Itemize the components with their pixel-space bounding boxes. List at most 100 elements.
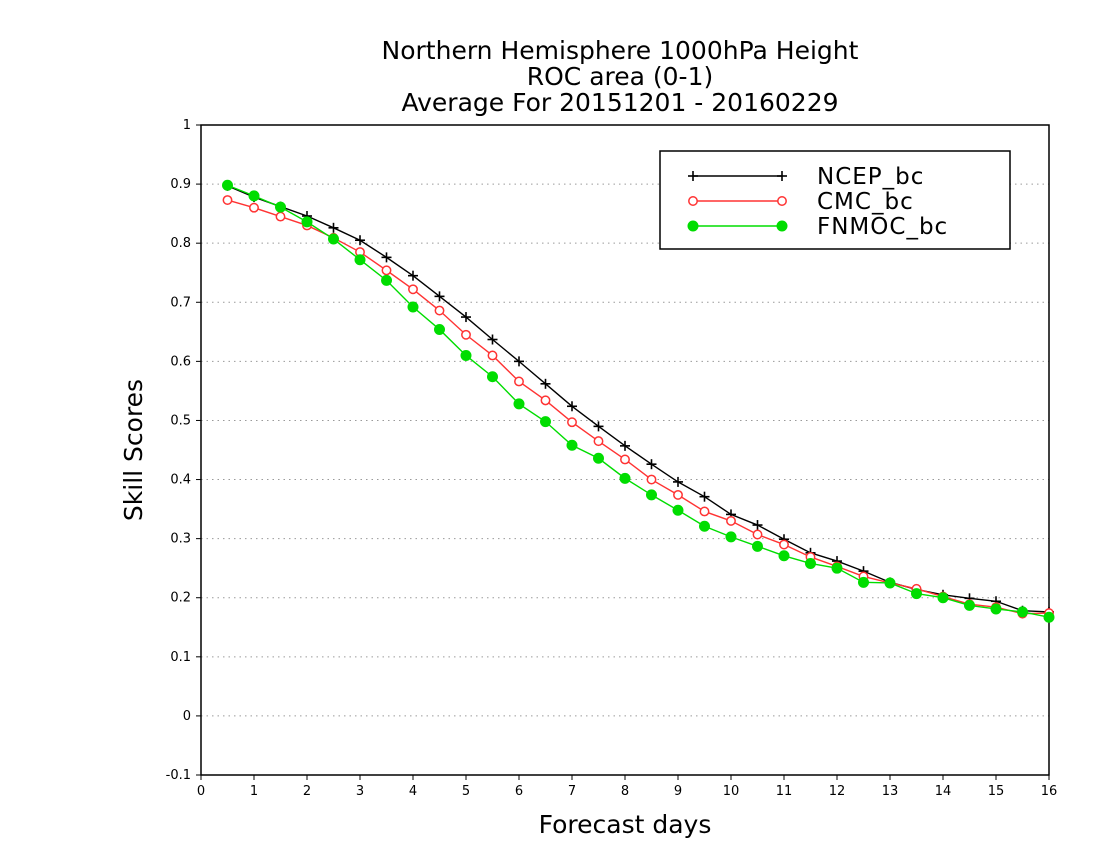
y-tick-label: 0.7 <box>170 295 191 310</box>
x-tick-label: 6 <box>515 784 523 799</box>
data-point-ncep-bc <box>673 476 683 487</box>
series-line-fnmoc-bc <box>227 184 1050 618</box>
series-cmc-bc <box>222 195 1054 619</box>
data-point-fnmoc-bc <box>937 592 949 604</box>
y-tick-label: 0 <box>183 709 191 724</box>
data-point-fnmoc-bc <box>646 489 657 501</box>
data-point-fnmoc-bc <box>752 540 763 552</box>
data-point-fnmoc-bc <box>1043 611 1055 623</box>
x-tick-label: 3 <box>356 784 364 799</box>
data-point-fnmoc-bc <box>407 301 419 313</box>
data-point-ncep-bc <box>487 334 498 345</box>
data-point-fnmoc-bc <box>301 216 313 228</box>
y-tick-label: 0.9 <box>170 177 191 192</box>
x-tick-label: 9 <box>674 784 682 799</box>
y-tick-label: 0.2 <box>170 591 191 606</box>
data-point-ncep-bc <box>381 252 392 263</box>
data-point-cmc-bc <box>752 529 763 540</box>
data-point-ncep-bc <box>752 520 763 531</box>
data-point-fnmoc-bc <box>328 233 339 245</box>
y-tick-label: 0.4 <box>170 473 191 488</box>
data-point-fnmoc-bc <box>619 472 631 484</box>
legend-entry-fnmoc-bc: FNMOC_bc <box>687 214 948 240</box>
x-tick-label: 0 <box>197 784 205 799</box>
data-point-fnmoc-bc <box>566 439 578 451</box>
legend-box <box>659 150 1011 250</box>
legend-label-fnmoc-bc: FNMOC_bc <box>817 214 948 240</box>
data-point-ncep-bc <box>646 459 657 470</box>
data-point-ncep-bc <box>461 312 471 323</box>
data-point-ncep-bc <box>408 270 418 281</box>
series-layer <box>222 179 1055 623</box>
data-point-cmc-bc <box>275 211 286 222</box>
x-tick-label: 11 <box>776 784 793 799</box>
data-point-ncep-bc <box>567 401 577 412</box>
data-point-fnmoc-bc <box>248 190 260 202</box>
data-point-fnmoc-bc <box>964 599 975 611</box>
data-point-ncep-bc <box>593 421 604 432</box>
legend-marker-ncep-bc <box>688 171 698 181</box>
legend-entry-ncep-bc: NCEP_bc <box>688 164 923 190</box>
x-tick-label: 4 <box>409 784 417 799</box>
y-tick-label: 0.5 <box>170 413 191 428</box>
data-point-fnmoc-bc <box>990 603 1002 615</box>
data-point-cmc-bc <box>540 395 551 406</box>
data-point-fnmoc-bc <box>513 398 525 410</box>
data-point-cmc-bc <box>249 202 259 213</box>
legend-marker-fnmoc-bc <box>687 220 699 232</box>
data-point-cmc-bc <box>673 489 683 500</box>
data-point-fnmoc-bc <box>911 588 922 600</box>
data-point-cmc-bc <box>461 329 471 340</box>
y-tick-label: 0.6 <box>170 354 191 369</box>
data-point-cmc-bc <box>487 350 498 361</box>
data-point-ncep-bc <box>328 222 339 233</box>
data-point-ncep-bc <box>540 378 551 389</box>
legend-label-cmc-bc: CMC_bc <box>817 189 914 215</box>
series-line-cmc-bc <box>227 199 1050 615</box>
x-tick-label: 8 <box>621 784 629 799</box>
title-line-1: Northern Hemisphere 1000hPa Height <box>382 36 859 65</box>
data-point-cmc-bc <box>726 515 736 526</box>
legend-entry-cmc-bc: CMC_bc <box>688 189 914 215</box>
data-point-fnmoc-bc <box>460 349 472 361</box>
x-tick-label: 16 <box>1041 784 1058 799</box>
data-point-fnmoc-bc <box>725 531 737 543</box>
chart-title: Northern Hemisphere 1000hPa Height ROC a… <box>382 36 859 117</box>
data-point-fnmoc-bc <box>778 550 790 562</box>
data-point-fnmoc-bc <box>831 562 843 574</box>
x-tick-label: 15 <box>988 784 1005 799</box>
x-tick-label: 1 <box>250 784 258 799</box>
data-point-cmc-bc <box>593 436 604 447</box>
data-point-cmc-bc <box>408 284 418 295</box>
data-point-fnmoc-bc <box>699 520 710 532</box>
data-point-fnmoc-bc <box>884 577 896 589</box>
data-point-cmc-bc <box>222 195 233 205</box>
data-point-fnmoc-bc <box>540 416 551 428</box>
data-point-ncep-bc <box>514 356 524 367</box>
data-point-fnmoc-bc <box>858 576 869 588</box>
x-tick-label: 7 <box>568 784 576 799</box>
y-axis-title: Skill Scores <box>119 379 148 521</box>
x-tick-label: 10 <box>723 784 740 799</box>
data-point-fnmoc-bc <box>275 201 286 213</box>
data-point-cmc-bc <box>699 506 710 517</box>
title-line-2: ROC area (0-1) <box>527 62 714 91</box>
legend-marker-cmc-bc <box>688 196 698 206</box>
x-axis-title: Forecast days <box>539 810 712 839</box>
data-point-fnmoc-bc <box>487 371 498 383</box>
legend-marker-ncep-bc <box>777 171 787 181</box>
data-point-cmc-bc <box>434 305 445 316</box>
data-point-ncep-bc <box>699 491 710 502</box>
data-point-fnmoc-bc <box>1017 606 1028 618</box>
data-point-fnmoc-bc <box>381 274 392 286</box>
data-point-fnmoc-bc <box>222 179 233 191</box>
data-point-fnmoc-bc <box>805 557 816 569</box>
title-line-3: Average For 20151201 - 20160229 <box>401 88 838 117</box>
x-tick-label: 13 <box>882 784 899 799</box>
x-tick-label: 5 <box>462 784 470 799</box>
y-tick-label: 0.1 <box>170 650 191 665</box>
axis-ticks: -0.100.10.20.30.40.50.60.70.80.910 1 2 3 4 5 6… <box>166 118 1058 799</box>
